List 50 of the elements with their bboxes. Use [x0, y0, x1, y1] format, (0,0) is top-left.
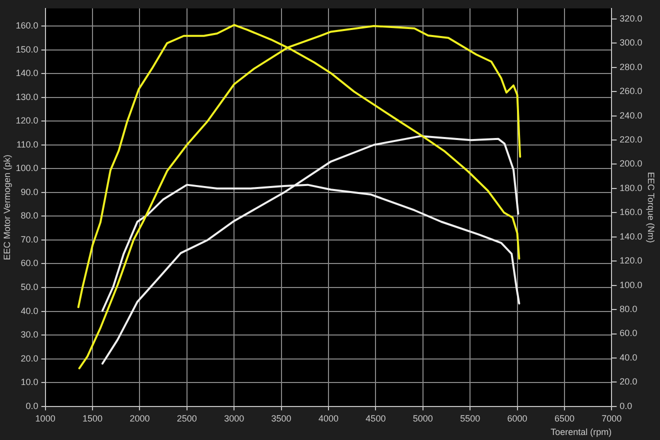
- y2-tick-label: 80.0: [620, 304, 638, 314]
- y2-tick-label: 120.0: [620, 256, 642, 266]
- x-tick-label: 4000: [318, 413, 339, 424]
- y-tick-label: 150.0: [16, 44, 38, 54]
- y-tick-label: 80.0: [20, 210, 38, 221]
- y-tick-label: 10.0: [20, 377, 38, 388]
- y-tick-label: 120.0: [16, 116, 38, 126]
- x-tick-label: 5000: [412, 413, 433, 424]
- y-tick-label: 70.0: [20, 234, 38, 244]
- y-tick-label: 100.0: [16, 163, 38, 174]
- x-tick-label: 3000: [224, 413, 244, 424]
- x-tick-label: 1500: [82, 413, 103, 424]
- y2-tick-label: 140.0: [620, 231, 642, 242]
- y-tick-label: 40.0: [20, 306, 38, 316]
- y-tick-label: 130.0: [16, 92, 38, 102]
- x-tick-label: 7000: [602, 413, 622, 424]
- y2-tick-label: 100.0: [620, 280, 642, 290]
- y2-tick-label: 320.0: [620, 13, 642, 24]
- y2-tick-label: 180.0: [620, 182, 642, 193]
- y-axis-title: EEC Motor Vermogen (pk): [2, 154, 12, 260]
- x-axis-title: Toerental (rpm): [550, 427, 612, 438]
- y-tick-label: 20.0: [20, 353, 38, 364]
- y2-tick-label: 20.0: [620, 376, 638, 387]
- x-tick-label: 4500: [366, 413, 386, 424]
- y-tick-label: 140.0: [16, 68, 38, 78]
- y2-tick-label: 280.0: [620, 62, 642, 72]
- x-tick-label: 6000: [507, 413, 528, 424]
- y2-tick-label: 60.0: [620, 328, 638, 338]
- y2-axis-title: EEC Torque (Nm): [646, 172, 656, 243]
- y-tick-label: 110.0: [16, 139, 38, 150]
- y2-tick-label: 200.0: [620, 158, 642, 169]
- y2-tick-label: 300.0: [620, 38, 642, 48]
- x-tick-label: 1000: [35, 413, 56, 424]
- y2-tick-label: 160.0: [620, 207, 642, 218]
- x-tick-label: 6500: [554, 413, 574, 424]
- y2-tick-label: 0.0: [620, 400, 632, 411]
- x-tick-label: 5500: [460, 413, 480, 424]
- y2-tick-label: 240.0: [620, 110, 642, 120]
- y-tick-label: 160.0: [16, 20, 38, 30]
- y2-tick-label: 260.0: [620, 86, 642, 96]
- y2-tick-label: 220.0: [620, 134, 642, 144]
- y-tick-label: 30.0: [20, 330, 38, 340]
- x-tick-label: 3500: [271, 413, 292, 424]
- x-tick-label: 2000: [130, 413, 150, 424]
- y-tick-label: 60.0: [20, 258, 38, 268]
- y2-tick-label: 40.0: [620, 352, 638, 362]
- y-tick-label: 90.0: [20, 186, 38, 197]
- y-tick-label: 50.0: [20, 282, 38, 292]
- x-tick-label: 2500: [176, 413, 197, 424]
- y-tick-label: 0.0: [26, 400, 38, 411]
